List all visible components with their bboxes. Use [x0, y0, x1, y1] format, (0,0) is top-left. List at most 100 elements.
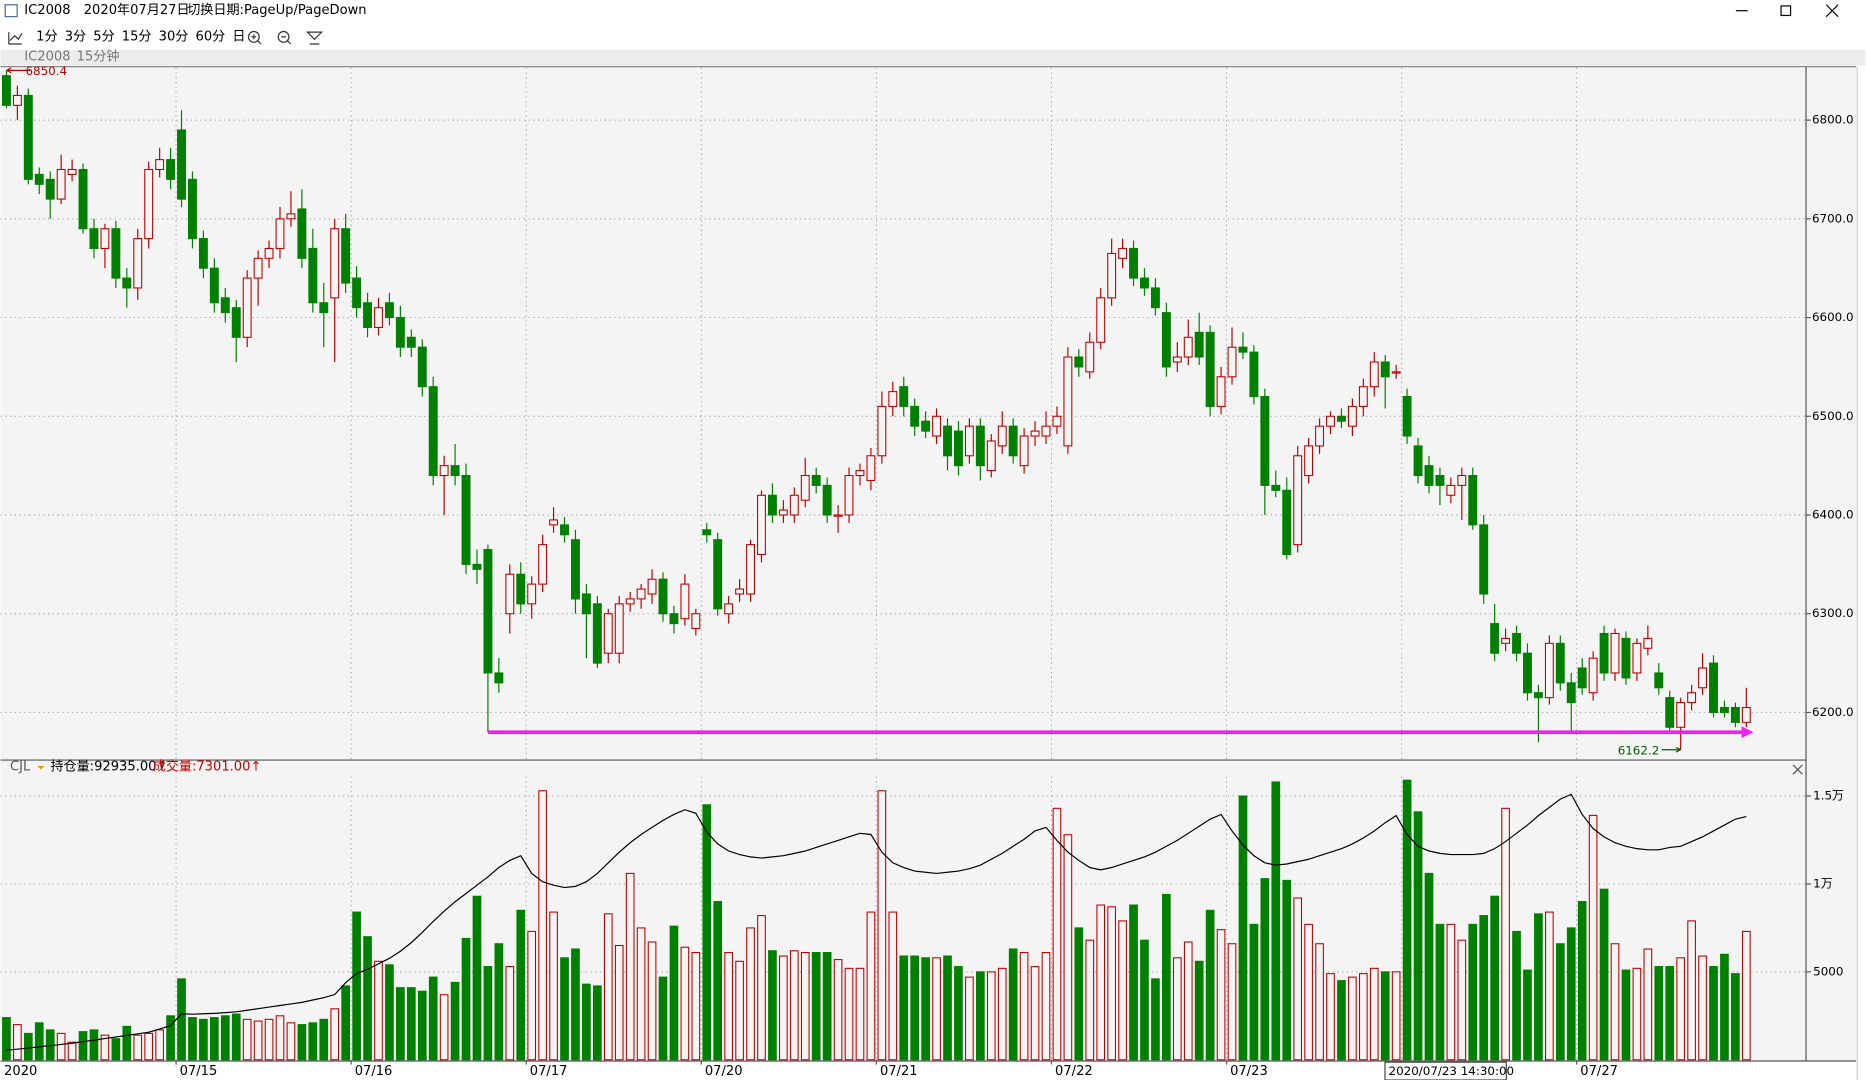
volume-bar [1654, 966, 1664, 1061]
candle-body [1380, 361, 1390, 378]
candle-body [953, 430, 963, 467]
zoom-out-icon[interactable] [277, 30, 290, 43]
restore-button[interactable] [1780, 5, 1792, 17]
volume-bar [1249, 923, 1259, 1061]
period-button[interactable]: 日 [232, 29, 245, 44]
candle-body [691, 613, 701, 630]
volume-bar [888, 911, 898, 1061]
volume-bar [1490, 895, 1499, 1061]
volume-bar [1720, 953, 1729, 1061]
volume-bar [735, 960, 744, 1061]
volume-bar [374, 960, 383, 1061]
candle-body [713, 539, 723, 610]
period-button[interactable]: 15分 [122, 28, 152, 44]
candle-body [1610, 632, 1620, 674]
volume-bar [582, 983, 591, 1061]
candle-body [1315, 425, 1325, 447]
candle-body [921, 420, 931, 432]
x-tick-label: 07/22 [1055, 1064, 1093, 1079]
candle-body [757, 494, 766, 556]
chart-type-icon[interactable] [8, 32, 23, 45]
period-button[interactable]: 5分 [93, 28, 114, 44]
plot-bg [0, 66, 1807, 1061]
volume-bar [975, 971, 985, 1061]
period-button[interactable]: 60分 [196, 28, 226, 44]
candle-body [1457, 474, 1467, 486]
trendline-arrow [1741, 726, 1754, 739]
candle-body [406, 336, 416, 348]
candle-body [341, 228, 351, 284]
y-tick-label: 6600.0 [1812, 310, 1854, 324]
candle-body [997, 425, 1007, 447]
zoom-in-icon[interactable] [251, 34, 262, 45]
volume-bar [965, 976, 974, 1061]
volume-bar [231, 1013, 241, 1061]
candle-body [943, 425, 952, 457]
candle-body [833, 514, 843, 517]
zoom-in-icon[interactable] [247, 30, 260, 43]
candle-body [1632, 642, 1642, 674]
axis-bg [1806, 66, 1856, 1061]
period-button[interactable]: 1分 [36, 28, 57, 44]
candle-body [669, 613, 679, 625]
volume-bar [910, 955, 920, 1061]
candle-body [1205, 331, 1215, 407]
volume-panel: 2020 07/15 07/16 07/17 07/20 07/21 07/22 07/23 0… [0, 758, 1844, 1079]
close-panel-icon[interactable] [1792, 764, 1803, 775]
period-button[interactable]: 30分 [159, 28, 189, 44]
volume-bar [406, 987, 416, 1061]
volume-bar [789, 950, 799, 1061]
candle-body [1194, 331, 1204, 358]
candle-body [45, 178, 55, 200]
volume-bar [242, 1018, 252, 1061]
volume-bar [13, 1024, 22, 1061]
candle-body [614, 603, 624, 654]
candle-body [1512, 632, 1521, 654]
candle-body [592, 603, 602, 664]
volume-bar [1348, 976, 1357, 1061]
volume-bar [1293, 897, 1303, 1061]
volume-bar [811, 951, 821, 1061]
volume-bar [385, 964, 394, 1061]
candle-body [822, 484, 832, 516]
volume-bar [341, 985, 351, 1061]
candle-body [1741, 706, 1751, 723]
candle-body [724, 603, 734, 615]
candle-body [516, 573, 526, 605]
volume-bar [264, 1018, 274, 1061]
zoom-out-icon[interactable] [281, 36, 292, 45]
candle-body [789, 494, 799, 516]
candle-body [877, 405, 887, 457]
volume-bar [1479, 915, 1489, 1061]
candle-body [746, 544, 756, 595]
candle-body [1402, 396, 1412, 437]
volume-bar [330, 1008, 340, 1061]
candle-body [439, 465, 449, 477]
candle-body [1446, 484, 1456, 496]
symbol-label: IC2008 [24, 50, 70, 65]
volume-bar [844, 967, 854, 1061]
high-arrow [6, 67, 31, 74]
close-button[interactable] [1825, 4, 1839, 18]
volume-bar [1665, 966, 1675, 1061]
x-tick-label: 07/27 [1580, 1064, 1618, 1079]
candle-body [1096, 297, 1106, 343]
candle-body [844, 474, 854, 516]
reset-icon[interactable] [305, 31, 324, 45]
volume-bar [417, 990, 427, 1061]
volume-bar [34, 1022, 44, 1061]
volume-bar [1205, 909, 1215, 1061]
volume-bar [1621, 969, 1631, 1061]
volume-bar [1555, 943, 1565, 1061]
candle-body [1698, 667, 1708, 689]
volume-bar [352, 911, 361, 1061]
volume-bar [757, 915, 766, 1061]
candle-body [56, 168, 66, 200]
period-button[interactable]: 3分 [65, 28, 86, 44]
candle-body [866, 455, 876, 481]
x-tick-label: 07/16 [355, 1064, 393, 1079]
volume-bar [67, 1041, 77, 1061]
price-panel: 6200.0 6300.0 6400.0 6500.0 6600.0 6700.0 6800… [0, 64, 1854, 759]
candle-body [177, 129, 186, 200]
candle-body [1501, 637, 1511, 644]
